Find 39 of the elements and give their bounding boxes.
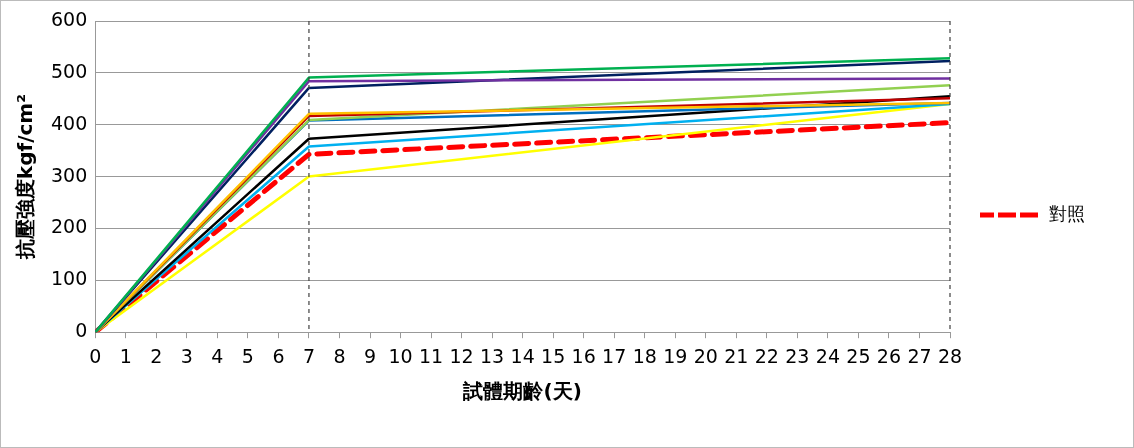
x-tick-label: 20 <box>693 344 718 367</box>
x-tick-label: 1 <box>119 344 132 367</box>
y-tick-label: 500 <box>51 59 88 82</box>
x-tick-label: 18 <box>632 344 657 367</box>
x-tick-label: 27 <box>907 344 932 367</box>
x-tick-label: 22 <box>754 344 779 367</box>
y-tick-label: 0 <box>75 319 88 342</box>
x-tick-label: 3 <box>180 344 193 367</box>
x-tick-label: 10 <box>388 344 413 367</box>
x-tick-label: 8 <box>333 344 346 367</box>
x-tick-label: 11 <box>418 344 444 367</box>
legend-label: 對照 <box>1049 202 1085 224</box>
x-tick-label: 9 <box>363 344 377 367</box>
x-tick-label: 6 <box>272 344 285 367</box>
x-tick-label: 13 <box>480 344 505 367</box>
x-tick-label: 15 <box>541 344 566 367</box>
y-tick-label: 300 <box>51 163 88 186</box>
x-tick-label: 17 <box>602 344 627 367</box>
x-tick-label: 19 <box>663 344 688 367</box>
x-tick-label: 7 <box>302 344 315 367</box>
y-tick-label: 600 <box>51 7 88 30</box>
x-tick-label: 12 <box>449 344 474 367</box>
x-tick-label: 26 <box>876 344 902 367</box>
y-tick-label: 200 <box>51 215 88 238</box>
x-tick-label: 5 <box>241 344 254 367</box>
y-tick-label: 400 <box>51 111 88 134</box>
y-axis-title: 抗壓強度kgf/cm² <box>13 94 38 261</box>
x-tick-label: 28 <box>937 344 963 367</box>
x-tick-label: 21 <box>724 344 749 367</box>
x-tick-label: 2 <box>150 344 163 367</box>
x-tick-label: 0 <box>89 344 102 367</box>
x-tick-label: 4 <box>211 344 224 367</box>
y-tick-label: 100 <box>51 267 88 290</box>
x-tick-label: 23 <box>785 344 810 367</box>
x-tick-label: 14 <box>510 344 535 367</box>
x-axis-title: 試體期齡(天) <box>462 379 582 404</box>
x-tick-label: 16 <box>571 344 596 367</box>
x-tick-label: 25 <box>846 344 871 367</box>
x-tick-label: 24 <box>815 344 840 367</box>
